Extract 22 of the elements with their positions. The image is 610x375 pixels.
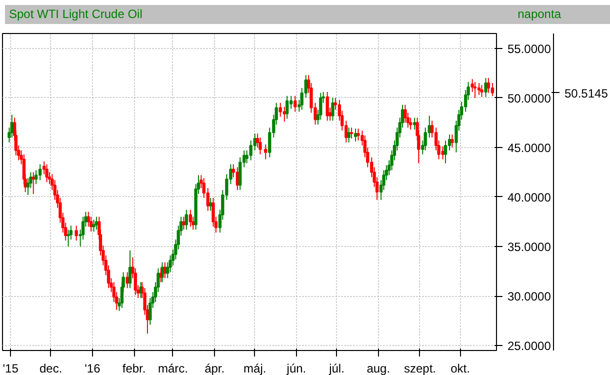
x-tick-label: okt. [450, 362, 470, 375]
x-tick-label: '16 [84, 362, 101, 375]
y-tick-label: 40.0000 [508, 190, 552, 204]
x-tick-label: ápr. [204, 362, 225, 375]
x-tick-label: febr. [122, 362, 146, 375]
y-tick-label: 30.0000 [508, 290, 552, 304]
x-tick-label: '15 [2, 362, 19, 375]
y-tick-label: 45.0000 [508, 140, 552, 155]
y-tick-label: 25.0000 [508, 339, 552, 354]
x-tick-label: dec. [39, 362, 62, 375]
x-tick-label: máj. [244, 362, 266, 375]
chart-title: Spot WTI Light Crude Oil [8, 6, 142, 23]
y-tick-label: 50.0000 [508, 91, 552, 106]
y-tick-label: 55.0000 [508, 42, 552, 56]
x-tick-label: júl. [328, 362, 344, 375]
x-tick-label: szept. [404, 362, 436, 375]
x-tick-label: jún. [286, 362, 306, 375]
y-tick-label: 35.0000 [508, 240, 552, 254]
x-tick-label: aug. [366, 362, 390, 375]
text: naponta [518, 6, 562, 23]
x-tick-label: márc. [158, 362, 188, 375]
text: 50.5145 [564, 86, 608, 100]
